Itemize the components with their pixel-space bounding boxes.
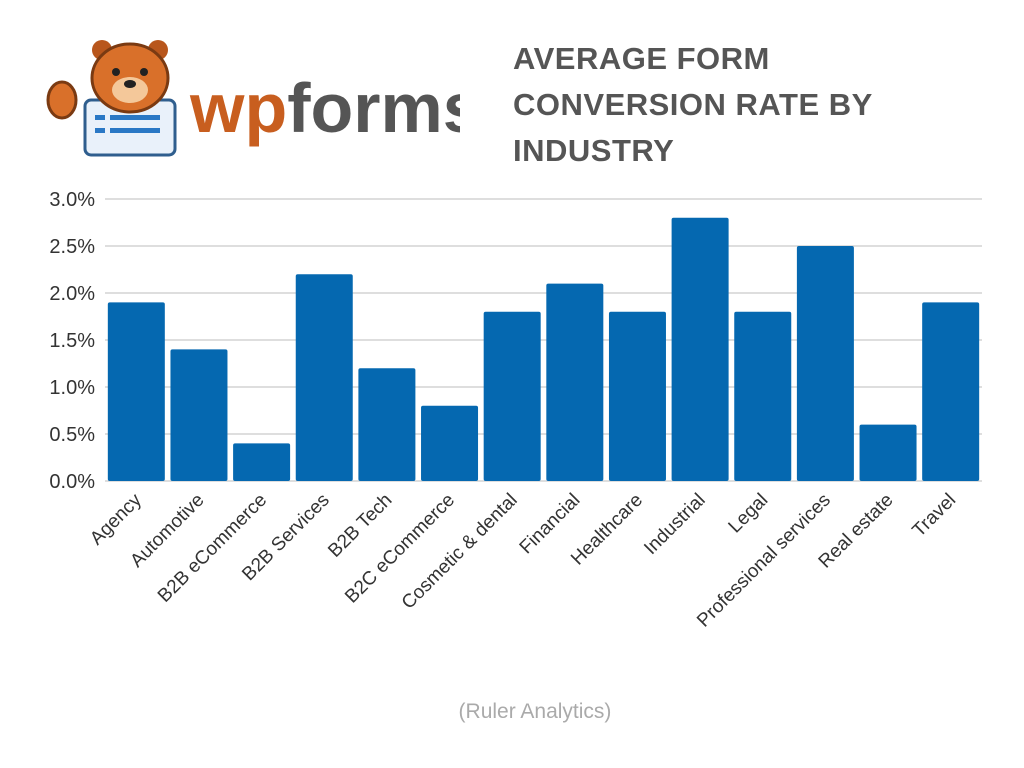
bar-b2b-services xyxy=(295,274,353,481)
y-tick-label: 0.0% xyxy=(49,471,95,493)
wpforms-logo: wpforms xyxy=(40,40,482,165)
y-tick-label: 1.5% xyxy=(49,330,95,352)
x-tick-label: Agency xyxy=(86,489,146,549)
y-tick-label: 2.5% xyxy=(49,236,95,258)
bar-travel xyxy=(922,302,980,481)
x-tick-label: B2B eCommerce xyxy=(154,490,271,607)
x-tick-label: Travel xyxy=(909,490,961,542)
bar-b2c-ecommerce xyxy=(421,405,479,481)
bar-b2b-tech xyxy=(358,368,416,481)
bar-cosmetic-dental xyxy=(483,311,541,481)
bar-financial xyxy=(546,283,604,481)
logo-text: wpforms xyxy=(189,69,460,147)
y-tick-label: 2.0% xyxy=(49,283,95,305)
y-tick-label: 1.0% xyxy=(49,377,95,399)
bar-b2b-ecommerce xyxy=(233,443,291,481)
bar-real-estate xyxy=(859,424,917,481)
bar-industrial xyxy=(671,217,729,482)
y-tick-label: 3.0% xyxy=(49,189,95,211)
bar-agency xyxy=(107,302,165,481)
x-tick-label: Cosmetic & dental xyxy=(398,490,522,614)
bar-healthcare xyxy=(608,311,666,481)
y-tick-label: 0.5% xyxy=(49,424,95,446)
bear-mascot-icon: wpforms xyxy=(46,40,482,157)
x-tick-label: Legal xyxy=(725,490,773,538)
x-tick-label: Industrial xyxy=(640,490,709,559)
chart-title: AVERAGE FORM CONVERSION RATE BY INDUSTRY xyxy=(513,41,873,168)
bar-legal xyxy=(734,311,792,481)
chart-source: (Ruler Analytics) xyxy=(458,700,612,723)
bar-automotive xyxy=(170,349,228,481)
x-tick-label: B2C eCommerce xyxy=(341,490,459,608)
bar-professional-services xyxy=(796,246,854,481)
